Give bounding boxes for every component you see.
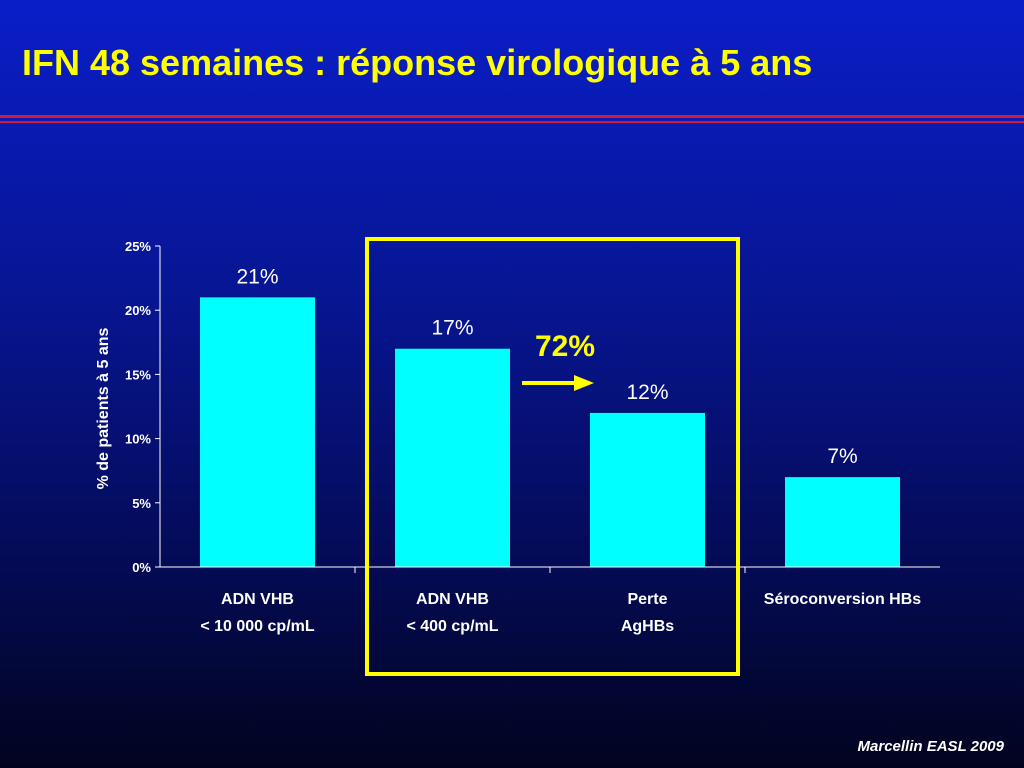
bar — [200, 297, 315, 567]
bars — [200, 297, 900, 567]
title-rule-top — [0, 115, 1024, 118]
bar — [590, 412, 705, 567]
y-axis-ticks: 0% 5% 10% 15% 20% 25% — [125, 239, 746, 575]
bar — [395, 348, 510, 567]
y-tick-label: 5% — [132, 496, 151, 511]
y-axis-title: % de patients à 5 ans — [95, 327, 112, 489]
category-label: < 400 cp/mL — [406, 618, 498, 635]
arrow-head — [574, 375, 594, 391]
slide-title: IFN 48 semaines : réponse virologique à … — [22, 42, 813, 83]
data-label: 7% — [827, 445, 857, 468]
title-rule-bottom — [0, 121, 1024, 123]
category-label: ADN VHB — [221, 591, 294, 608]
data-label: 21% — [236, 265, 278, 288]
category-label: Perte — [627, 591, 667, 608]
data-label: 17% — [431, 317, 473, 340]
y-tick-label: 0% — [132, 560, 151, 575]
y-tick-label: 20% — [125, 303, 151, 318]
category-label: ADN VHB — [416, 591, 489, 608]
y-tick-label: 15% — [125, 367, 151, 382]
data-labels: 21% 17% 12% 7% — [236, 265, 857, 468]
category-label: AgHBs — [621, 618, 674, 635]
category-labels: ADN VHB < 10 000 cp/mL ADN VHB < 400 cp/mL P… — [200, 591, 921, 635]
category-label: < 10 000 cp/mL — [200, 618, 315, 635]
data-label: 12% — [626, 381, 668, 404]
y-tick-label: 10% — [125, 432, 151, 447]
arrow-right-icon — [522, 375, 594, 391]
y-tick-label: 25% — [125, 239, 151, 254]
source-citation: Marcellin EASL 2009 — [857, 738, 1004, 755]
bar — [785, 477, 900, 567]
highlight-box — [365, 237, 740, 676]
category-label: Séroconversion HBs — [764, 591, 921, 608]
annotation-72-percent: 72% — [535, 330, 595, 363]
